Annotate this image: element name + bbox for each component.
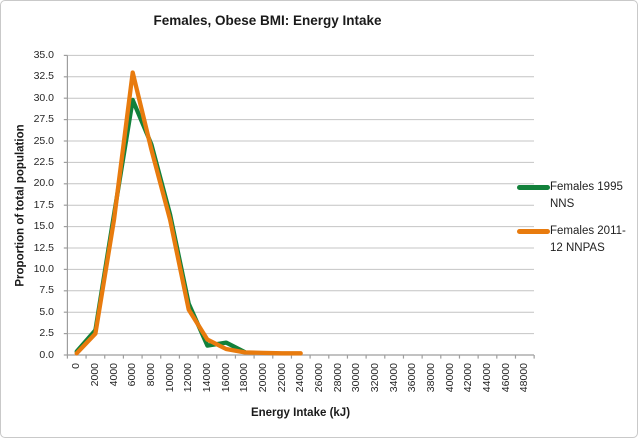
y-tick-label: 30.0 <box>33 91 54 104</box>
y-tick-label: 35.0 <box>33 48 54 61</box>
y-tick-label: 20.0 <box>33 177 54 190</box>
x-tick-label: 28000 <box>331 363 344 393</box>
x-tick-label: 24000 <box>294 363 307 393</box>
x-tick-label: 44000 <box>480 363 493 393</box>
legend: Females 1995 NNS Females 2011-12 NNPAS <box>517 179 628 267</box>
x-tick-label: 32000 <box>368 363 381 393</box>
y-tick-label: 2.5 <box>39 327 54 340</box>
x-tick-label: 14000 <box>200 363 213 393</box>
x-axis-title: Energy Intake (kJ) <box>250 407 351 419</box>
x-tick-label: 48000 <box>518 363 531 393</box>
x-tick-label: 42000 <box>462 363 475 393</box>
legend-entry: Females 1995 NNS <box>517 179 628 213</box>
y-tick-label: 32.5 <box>33 70 54 83</box>
legend-marker-icon <box>517 185 550 190</box>
legend-entry: Females 2011-12 NNPAS <box>517 223 628 257</box>
y-tick-label: 27.5 <box>33 113 54 126</box>
x-tick-label: 4000 <box>107 363 120 387</box>
y-tick-label: 12.5 <box>33 241 54 254</box>
legend-label: Females 1995 NNS <box>550 181 623 210</box>
legend-label: Females 2011-12 NNPAS <box>550 225 626 254</box>
y-tick-label: 17.5 <box>33 198 54 211</box>
y-tick-label: 22.5 <box>33 155 54 168</box>
x-tick-label: 6000 <box>126 363 139 387</box>
x-tick-label: 40000 <box>443 363 456 393</box>
x-tick-label: 38000 <box>424 363 437 393</box>
legend-marker-icon <box>517 229 550 234</box>
x-tick-label: 12000 <box>182 363 195 393</box>
x-tick-label: 0 <box>70 363 83 369</box>
y-tick-label: 15.0 <box>33 220 54 233</box>
x-tick-label: 36000 <box>406 363 419 393</box>
x-tick-label: 16000 <box>219 363 232 393</box>
y-tick-label: 0.0 <box>39 348 54 361</box>
y-tick-label: 5.0 <box>39 305 54 318</box>
x-tick-label: 2000 <box>88 363 101 387</box>
x-tick-label: 34000 <box>387 363 400 393</box>
y-tick-label: 7.5 <box>39 284 54 297</box>
series-line-females-2011-12-nnpas <box>74 70 303 356</box>
x-tick-label: 30000 <box>350 363 363 393</box>
x-tick-label: 20000 <box>256 363 269 393</box>
series-line-females-1995-nns <box>74 97 247 355</box>
chart-title: Females, Obese BMI: Energy Intake <box>153 13 382 28</box>
x-tick-label: 26000 <box>312 363 325 393</box>
x-tick-label: 22000 <box>275 363 288 393</box>
x-tick-label: 18000 <box>238 363 251 393</box>
x-tick-label: 10000 <box>163 363 176 393</box>
y-tick-label: 10.0 <box>33 262 54 275</box>
y-tick-label: 25.0 <box>33 134 54 147</box>
x-tick-label: 8000 <box>144 363 157 387</box>
x-tick-label: 46000 <box>499 363 512 393</box>
